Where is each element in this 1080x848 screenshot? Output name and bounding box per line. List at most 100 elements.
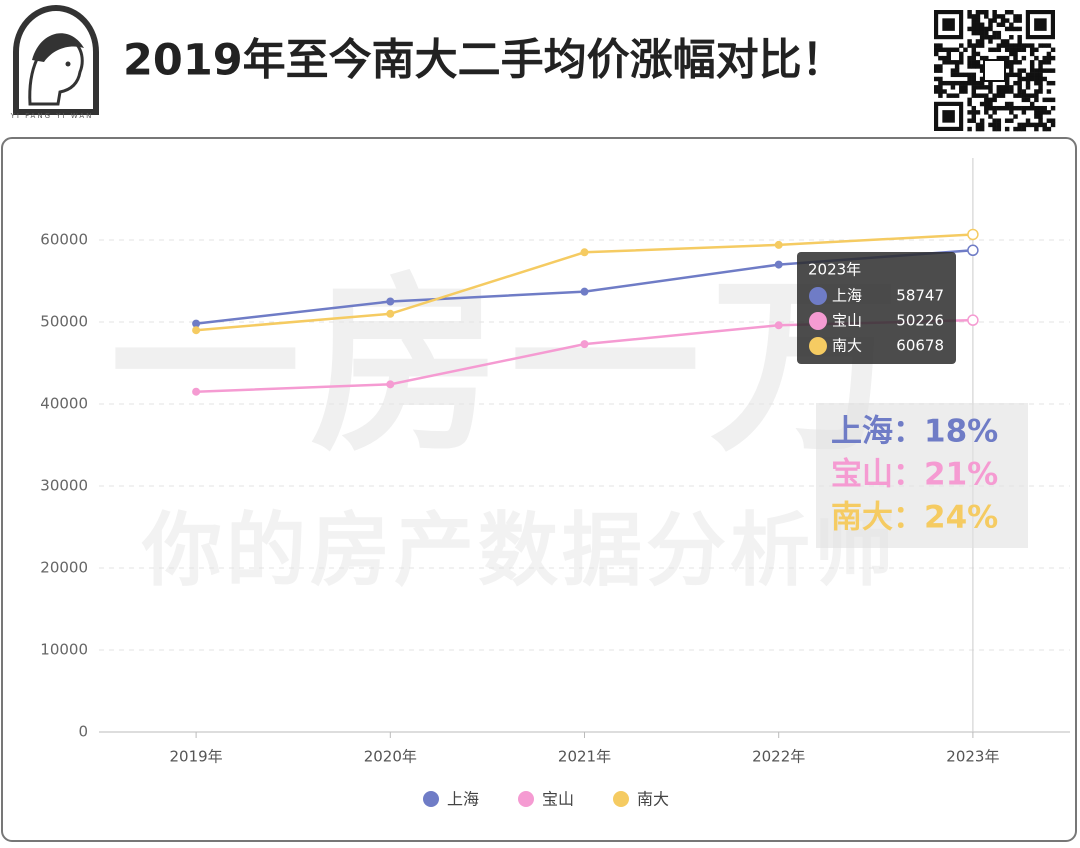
- qr-cell: [1034, 110, 1039, 115]
- qr-cell: [963, 47, 968, 53]
- qr-cell: [1009, 110, 1014, 115]
- qr-cell: [938, 68, 943, 73]
- qr-cell: [971, 55, 977, 61]
- qr-cell: [1017, 39, 1022, 44]
- qr-cell: [1046, 51, 1052, 57]
- qr-cell: [988, 97, 993, 103]
- tooltip-swatch: [809, 312, 827, 330]
- qr-cell: [1025, 97, 1031, 103]
- annotation: 宝山：21%: [831, 457, 998, 493]
- qr-cell: [992, 93, 997, 98]
- qr-finder: [1034, 18, 1047, 31]
- qr-cell: [1034, 93, 1039, 98]
- qr-cell: [1017, 105, 1022, 111]
- qr-cell: [1038, 76, 1043, 82]
- data-point: [580, 248, 589, 257]
- qr-cell: [1034, 97, 1039, 103]
- qr-cell: [1013, 72, 1018, 78]
- qr-cell: [979, 30, 985, 36]
- qr-cell: [1009, 89, 1014, 94]
- qr-cell: [1029, 60, 1035, 65]
- qr-cell: [1042, 110, 1047, 115]
- data-point: [967, 244, 979, 257]
- qr-cell: [975, 64, 981, 69]
- qr-cell: [979, 55, 985, 61]
- qr-cell: [1013, 114, 1018, 119]
- qr-cell: [1004, 60, 1010, 65]
- qr-cell: [938, 55, 943, 61]
- qr-cell: [1000, 14, 1006, 19]
- qr-cell: [1038, 105, 1043, 111]
- qr-cell: [967, 72, 972, 78]
- legend-swatch: [613, 791, 629, 807]
- qr-cell: [975, 14, 981, 19]
- qr-cell: [1004, 85, 1010, 90]
- qr-cell: [1046, 97, 1052, 103]
- qr-cell: [1017, 89, 1022, 94]
- qr-cell: [975, 60, 981, 65]
- qr-cell: [1013, 93, 1018, 98]
- qr-cell: [1034, 68, 1039, 73]
- qr-cell: [1042, 97, 1047, 103]
- qr-finder: [933, 101, 964, 131]
- qr-cell: [1025, 85, 1031, 90]
- qr-cell: [971, 60, 977, 65]
- qr-cell: [979, 80, 985, 86]
- qr-cell: [988, 101, 993, 107]
- x-tick-label: 2019年: [170, 748, 223, 766]
- qr-cell: [979, 122, 985, 128]
- qr-cell: [1046, 55, 1052, 61]
- qr-cell: [967, 76, 972, 82]
- tooltip-value: 58747: [896, 287, 944, 305]
- qr-cell: [979, 39, 985, 44]
- qr-cell: [1029, 72, 1035, 78]
- qr-cell: [954, 93, 960, 98]
- qr-cell: [1000, 43, 1006, 48]
- qr-cell: [1004, 80, 1010, 86]
- qr-cell: [1050, 122, 1056, 128]
- qr-cell: [1009, 85, 1014, 90]
- qr-cell: [967, 26, 972, 32]
- qr-cell: [1013, 51, 1018, 57]
- qr-cell: [1017, 76, 1022, 82]
- qr-cell: [988, 114, 993, 119]
- qr-cell: [959, 85, 964, 90]
- qr-cell: [988, 89, 993, 94]
- qr-code: [933, 10, 1056, 132]
- qr-cell: [942, 89, 947, 94]
- qr-cell: [938, 93, 943, 98]
- qr-cell: [1004, 26, 1010, 32]
- qr-cell: [1038, 110, 1043, 115]
- qr-cell: [1017, 126, 1022, 132]
- qr-cell: [1013, 43, 1018, 48]
- qr-cell: [992, 97, 997, 103]
- qr-cell: [996, 30, 1002, 36]
- qr-cell: [1021, 43, 1027, 48]
- data-point: [967, 314, 979, 326]
- qr-cell: [1046, 80, 1052, 86]
- watermark: 你的房产数据分析师: [141, 504, 898, 597]
- qr-cell: [1009, 35, 1014, 40]
- qr-cell: [938, 89, 943, 94]
- qr-cell: [1042, 122, 1047, 128]
- legend-label: 上海: [447, 790, 479, 809]
- annotation: 上海：18%: [831, 414, 998, 450]
- qr-cell: [1025, 118, 1031, 123]
- qr-cell: [979, 76, 985, 82]
- y-tick-label: 10000: [40, 641, 88, 659]
- qr-cell: [1004, 105, 1010, 111]
- qr-cell: [950, 93, 956, 98]
- qr-cell: [946, 60, 951, 65]
- qr-cell: [1009, 105, 1014, 111]
- qr-cell: [984, 105, 989, 111]
- qr-cell: [1029, 122, 1035, 128]
- qr-cell: [1050, 47, 1056, 53]
- qr-cell: [1021, 122, 1027, 128]
- qr-cell: [975, 18, 981, 23]
- qr-cell: [1021, 55, 1027, 61]
- qr-cell: [959, 51, 964, 57]
- qr-cell: [959, 72, 964, 78]
- qr-cell: [954, 60, 960, 65]
- qr-cell: [979, 85, 985, 90]
- qr-cell: [946, 55, 951, 61]
